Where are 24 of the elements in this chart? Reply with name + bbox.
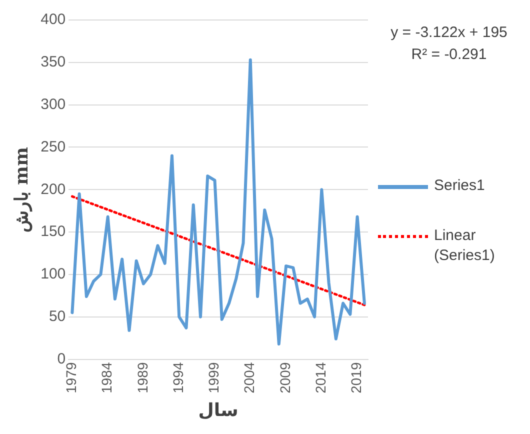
text: y = -3.122x + 195 bbox=[390, 23, 508, 43]
y-tick-label: 50 bbox=[48, 308, 66, 325]
x-tick-label: 1994 bbox=[170, 362, 186, 394]
y-tick-label: 150 bbox=[40, 223, 66, 240]
x-tick-label: 1979 bbox=[63, 362, 80, 394]
x-axis-title: سال bbox=[198, 400, 238, 421]
y-tick-label: 350 bbox=[40, 54, 66, 71]
y-tick-label: 100 bbox=[40, 266, 66, 283]
x-tick-label: 2009 bbox=[276, 362, 293, 394]
y-tick-label: 400 bbox=[40, 11, 66, 28]
legend-label: Linear (Series1) bbox=[434, 226, 496, 266]
x-tick-label: 2019 bbox=[348, 362, 364, 394]
x-tick-label: 2004 bbox=[241, 362, 258, 394]
x-tick-label: 1989 bbox=[134, 362, 150, 394]
y-tick-label: 0 bbox=[57, 350, 66, 368]
x-tick-label: 2014 bbox=[312, 362, 329, 394]
y-axis-title: بارش mm bbox=[11, 146, 32, 232]
y-tick-label: 200 bbox=[40, 180, 66, 198]
x-tick-label: 1984 bbox=[98, 362, 115, 394]
y-tick-label: 250 bbox=[40, 138, 66, 156]
y-tick-label: 300 bbox=[40, 96, 66, 113]
x-tick-label: 1999 bbox=[206, 362, 222, 394]
text: R² = -0.291 bbox=[410, 45, 488, 65]
legend-label: Series1 bbox=[434, 176, 486, 196]
